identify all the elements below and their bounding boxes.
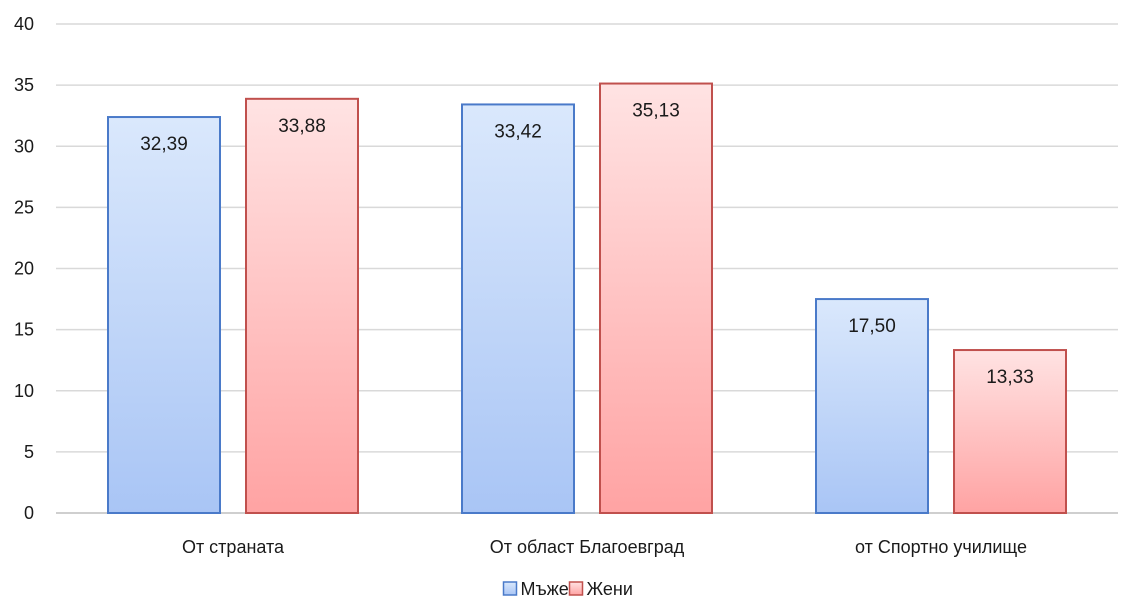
legend-swatch-men bbox=[502, 581, 518, 596]
data-label: 32,39 bbox=[140, 134, 188, 155]
y-tick-label: 20 bbox=[14, 259, 34, 279]
bar-women-0 bbox=[245, 97, 359, 515]
category-label: от Спортно училище bbox=[855, 537, 1027, 557]
category-label: От страната bbox=[182, 537, 285, 557]
bar-men-2 bbox=[815, 298, 929, 514]
y-tick-label: 15 bbox=[14, 320, 34, 340]
data-label: 35,13 bbox=[632, 101, 680, 122]
y-tick-label: 40 bbox=[14, 14, 34, 34]
category-labels: От страната От област Благоевград от Спорт… bbox=[182, 537, 1027, 557]
data-label: 13,33 bbox=[986, 367, 1034, 388]
bar-women-2 bbox=[953, 349, 1067, 514]
legend-swatch-women bbox=[568, 581, 584, 596]
category-label: От област Благоевград bbox=[490, 537, 685, 557]
data-label: 33,42 bbox=[494, 121, 542, 142]
y-tick-label: 30 bbox=[14, 136, 34, 156]
legend-label-women: Жени bbox=[587, 579, 633, 599]
legend: Мъже Жени bbox=[502, 579, 633, 599]
data-label: 33,88 bbox=[278, 116, 326, 137]
bar-women-1 bbox=[599, 82, 713, 515]
data-labels: 32,39 33,88 33,42 35,13 17,50 13,33 bbox=[140, 101, 1034, 389]
y-tick-label: 5 bbox=[24, 442, 34, 462]
y-tick-label: 25 bbox=[14, 197, 34, 217]
y-tick-label: 10 bbox=[14, 381, 34, 401]
bar-men-1 bbox=[461, 103, 575, 515]
data-label: 17,50 bbox=[848, 316, 896, 337]
y-tick-label: 0 bbox=[24, 503, 34, 523]
bar-men-0 bbox=[107, 116, 221, 514]
y-axis-tick-labels: 0 5 10 15 20 25 30 35 40 bbox=[14, 14, 34, 523]
gridlines bbox=[56, 23, 1118, 514]
legend-label-men: Мъже bbox=[521, 579, 569, 599]
bars bbox=[107, 82, 1067, 515]
y-tick-label: 35 bbox=[14, 75, 34, 95]
